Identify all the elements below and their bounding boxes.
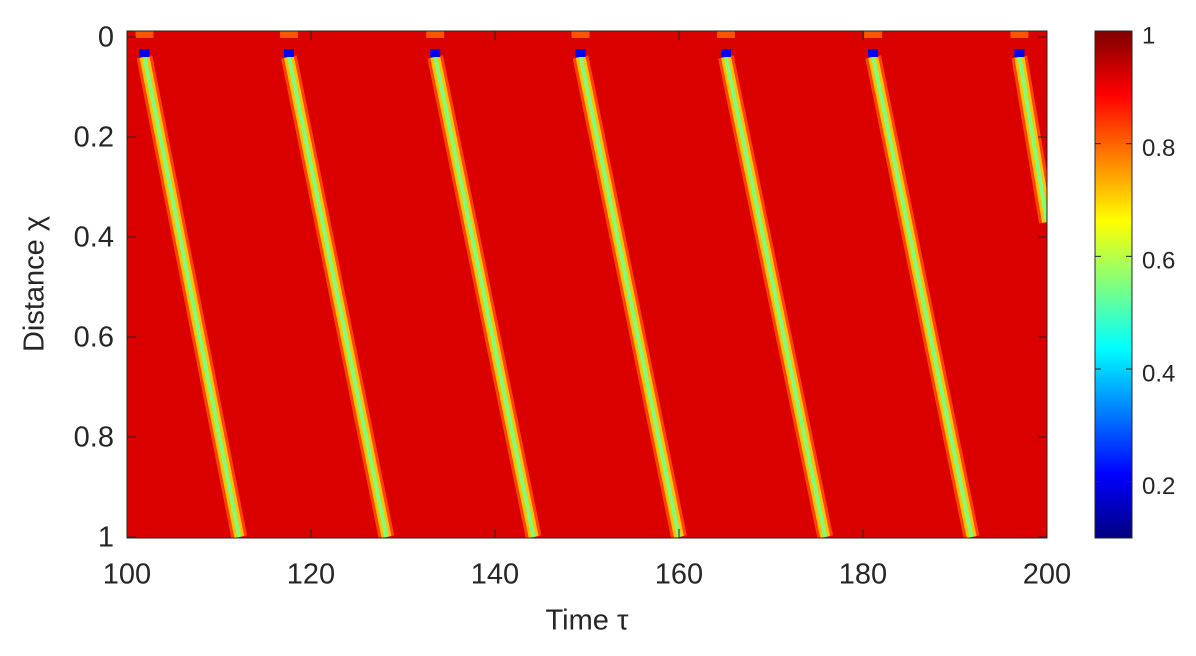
stripe-top: [135, 31, 154, 38]
stripe-top: [571, 31, 590, 38]
stripe: [142, 56, 242, 538]
y-tick-label: 0.4: [74, 222, 114, 254]
stripe-tip: [575, 49, 586, 57]
stripe-top: [864, 31, 883, 38]
stripe-top: [279, 31, 298, 38]
stripe-tip: [1014, 49, 1025, 57]
stripe-top: [1010, 31, 1029, 38]
y-tick-label: 0.6: [74, 322, 114, 354]
colorbar-tick-label: 0.6: [1142, 248, 1175, 275]
y-axis-label: Distance χ: [19, 216, 51, 352]
stripe: [286, 56, 389, 538]
heatmap: [127, 31, 1047, 538]
colorbar: [1094, 30, 1133, 539]
x-tick-label: 100: [103, 559, 151, 591]
x-axis-label: Time τ: [546, 605, 629, 637]
stripe: [1017, 56, 1047, 223]
stripe: [871, 56, 974, 538]
stripe: [433, 56, 536, 538]
stripe-top: [426, 31, 445, 38]
stripe-tip: [720, 49, 731, 57]
stripe-top: [716, 31, 735, 38]
stripe-tip: [139, 49, 150, 57]
x-tick-label: 120: [287, 559, 335, 591]
colorbar-tick-label: 0.4: [1142, 360, 1175, 387]
y-tick-label: 0.2: [74, 122, 114, 154]
x-tick-label: 140: [471, 559, 519, 591]
x-tick-label: 180: [839, 559, 887, 591]
colorbar-tick-label: 1: [1142, 22, 1155, 49]
colorbar-tick-label: 0.2: [1142, 473, 1175, 500]
y-tick-label: 0.8: [74, 422, 114, 454]
stripe: [723, 56, 828, 538]
stripe: [578, 56, 681, 538]
y-tick-label: 1: [98, 522, 114, 554]
stripe-tip: [868, 49, 879, 57]
x-tick-label: 200: [1023, 559, 1071, 591]
plot-frame: [126, 30, 1048, 539]
x-tick-label: 160: [655, 559, 703, 591]
stripe-tip: [430, 49, 441, 57]
y-tick-label: 0: [98, 22, 114, 54]
stripe-tip: [283, 49, 294, 57]
colorbar-tick-label: 0.8: [1142, 135, 1175, 162]
